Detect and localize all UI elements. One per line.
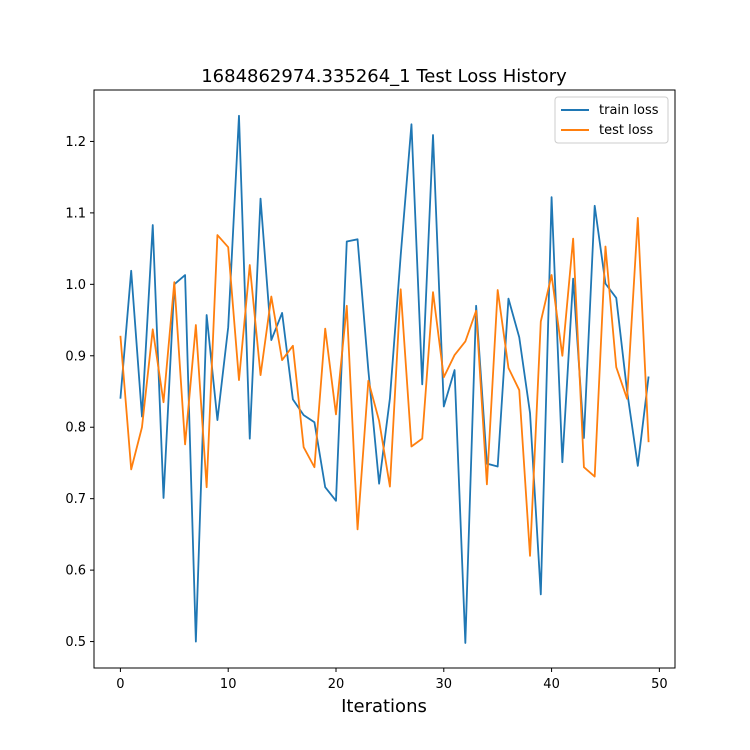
x-tick-label: 10	[220, 677, 237, 692]
x-tick-label: 50	[651, 677, 668, 692]
y-tick-label: 0.6	[65, 564, 86, 579]
series-group	[119, 114, 650, 644]
x-axis-ticks: 0 10 20 30 40 50	[116, 668, 668, 692]
x-tick-label: 20	[328, 677, 345, 692]
y-tick-label: 0.7	[65, 492, 86, 507]
series-line-test-loss	[119, 216, 650, 557]
legend-frame	[554, 96, 669, 144]
x-tick-label: 40	[543, 677, 560, 692]
y-tick-label: 0.5	[65, 635, 86, 650]
y-axis-ticks: 0.5 0.6 0.7 0.8 0.9 1.0 1.1 1.2	[65, 135, 94, 650]
x-axis-label: Iterations	[341, 696, 427, 717]
x-tick-label: 0	[116, 677, 124, 692]
legend: train loss test loss	[554, 96, 669, 144]
y-tick-label: 1.2	[65, 135, 86, 150]
x-tick-label: 30	[436, 677, 453, 692]
chart-title: 1684862974.335264_1 Test Loss History	[201, 66, 567, 87]
y-tick-label: 1.0	[65, 278, 86, 293]
plot-frame	[93, 89, 676, 669]
y-tick-label: 1.1	[65, 206, 86, 221]
legend-label-train-loss: train loss	[599, 103, 659, 118]
legend-label-test-loss: test loss	[599, 123, 653, 138]
series-line-train-loss	[119, 114, 650, 644]
y-tick-label: 0.8	[65, 421, 86, 436]
y-tick-label: 0.9	[65, 349, 86, 364]
